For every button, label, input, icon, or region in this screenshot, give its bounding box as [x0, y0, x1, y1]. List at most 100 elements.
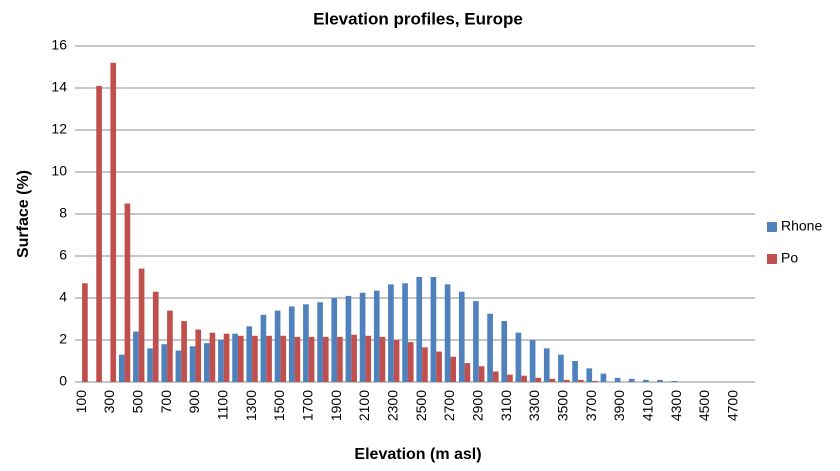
bar [614, 377, 621, 382]
y-tick-label: 10 [51, 163, 67, 179]
x-tick-label: 2100 [356, 390, 372, 421]
bar [373, 290, 380, 382]
x-tick-label: 2900 [469, 390, 485, 421]
bar [444, 284, 451, 382]
bar [416, 277, 423, 382]
legend-label: Po [781, 250, 798, 266]
x-tick-label: 300 [101, 390, 117, 414]
y-tick-label: 4 [59, 289, 67, 305]
x-tick-label: 3700 [583, 390, 599, 421]
bar [288, 306, 295, 382]
x-tick-label: 900 [186, 390, 202, 414]
bar [118, 354, 125, 382]
bar [138, 268, 145, 382]
y-tick-label: 16 [51, 37, 67, 53]
bar [152, 291, 159, 382]
x-tick-label: 1700 [299, 390, 315, 421]
bar [317, 302, 323, 382]
bar [133, 331, 139, 382]
bar [82, 283, 88, 382]
bar [147, 348, 153, 382]
bar [365, 335, 372, 382]
bar [450, 356, 457, 382]
bar [592, 380, 598, 382]
bar [110, 62, 117, 383]
bar [308, 336, 315, 382]
bar [246, 326, 253, 382]
x-tick-label: 4500 [696, 390, 712, 421]
bar [252, 335, 258, 382]
bar [521, 375, 527, 382]
bar [558, 354, 564, 382]
bar [543, 348, 550, 382]
x-tick-label: 3500 [554, 390, 570, 421]
bar [280, 335, 287, 382]
bar [359, 292, 366, 382]
bar [464, 363, 471, 382]
bar [473, 301, 479, 382]
x-tick-label: 1500 [271, 390, 287, 421]
y-tick-label: 8 [59, 205, 67, 221]
bar [195, 329, 202, 382]
y-tick-label: 2 [59, 331, 67, 347]
x-tick-label: 2700 [441, 390, 457, 421]
bar [345, 295, 352, 382]
bar [175, 350, 182, 382]
bar [586, 368, 593, 382]
x-tick-label: 3300 [526, 390, 542, 421]
bar [458, 291, 465, 382]
bar [478, 366, 485, 382]
bar [600, 373, 607, 382]
bar [515, 332, 522, 382]
bar [331, 298, 338, 382]
x-tick-label: 3900 [611, 390, 627, 421]
bar [351, 334, 357, 382]
x-tick-label: 4700 [724, 390, 740, 421]
bar [549, 378, 556, 382]
x-tick-label: 700 [158, 390, 174, 414]
bar [436, 351, 442, 382]
legend-swatch [767, 254, 777, 264]
bar [572, 361, 578, 382]
x-axis-label: Elevation (m asl) [354, 446, 481, 463]
bar [181, 321, 187, 382]
x-tick-label: 1900 [328, 390, 344, 421]
bar [218, 340, 224, 382]
bar [274, 310, 281, 382]
bar [535, 377, 542, 382]
bar [407, 342, 414, 382]
bar [643, 379, 649, 382]
bar [237, 335, 244, 382]
bar [167, 310, 173, 382]
bar [657, 379, 663, 382]
bar [628, 378, 635, 382]
y-tick-label: 12 [51, 121, 67, 137]
bar [501, 321, 508, 382]
bar [209, 332, 216, 382]
bar [577, 379, 584, 382]
bar [492, 371, 499, 382]
bar [322, 336, 329, 382]
bar [189, 346, 196, 382]
legend-swatch [767, 222, 777, 232]
bar [529, 340, 536, 382]
x-tick-label: 4300 [668, 390, 684, 421]
x-tick-label: 1100 [214, 390, 230, 420]
bar [96, 85, 102, 383]
bar [487, 313, 493, 382]
y-tick-label: 14 [51, 79, 67, 95]
bar [303, 304, 309, 382]
bar [223, 333, 230, 382]
bar [422, 347, 428, 382]
chart-title: Elevation profiles, Europe [313, 9, 523, 28]
bar [232, 333, 238, 382]
x-tick-label: 4100 [639, 390, 655, 421]
bar [260, 314, 267, 382]
bar [203, 343, 210, 382]
bar [393, 340, 400, 382]
y-axis-label: Surface (%) [15, 170, 32, 258]
bar [388, 284, 394, 382]
y-tick-label: 6 [59, 247, 67, 263]
x-tick-label: 2300 [384, 390, 400, 421]
